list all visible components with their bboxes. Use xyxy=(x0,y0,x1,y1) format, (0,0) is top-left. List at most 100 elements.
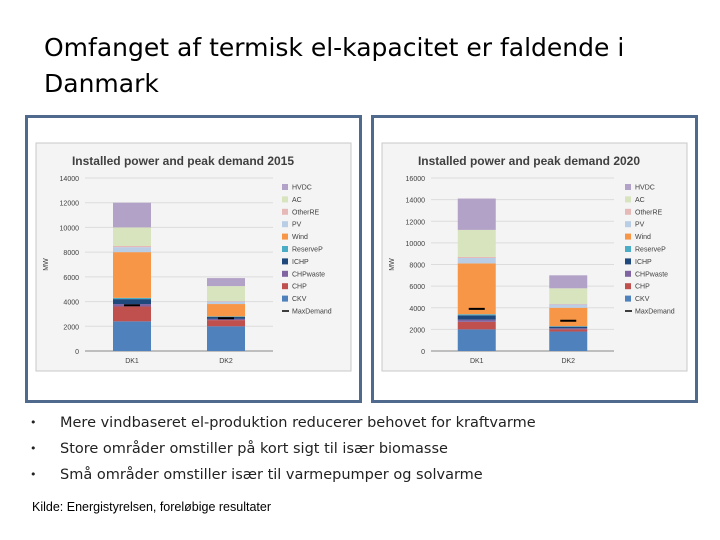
y-axis-label: MW xyxy=(389,258,396,271)
legend-label: CKV xyxy=(635,296,650,303)
bullet-item: • Store områder omstiller på kort sigt ti… xyxy=(28,436,708,462)
chart-title: Installed power and peak demand 2015 xyxy=(72,154,294,168)
bar-segment-chp xyxy=(457,321,496,330)
legend-label: ReserveP xyxy=(635,247,666,254)
legend-swatch xyxy=(625,270,631,277)
bar-segment-chpwaste xyxy=(457,319,496,322)
bar-segment-ichp xyxy=(113,299,151,305)
bullet-dot: • xyxy=(30,442,37,455)
bar-segment-wind xyxy=(457,263,496,315)
bar-segment-otherre xyxy=(113,245,151,248)
y-tick-label: 8000 xyxy=(63,250,79,257)
legend-swatch xyxy=(625,233,631,240)
legend-swatch xyxy=(282,184,288,190)
bullet-text: Små områder omstiller især til varmepump… xyxy=(60,467,483,483)
legend-label: Wind xyxy=(292,234,308,241)
bar-segment-hvdc xyxy=(457,198,496,230)
chart-frame-2020: Installed power and peak demand 2020 0 200… xyxy=(371,115,698,403)
bar-segment-pv xyxy=(457,258,496,264)
legend-label: MaxDemand xyxy=(635,309,675,316)
legend-label: Wind xyxy=(635,234,651,241)
y-tick-label: 16000 xyxy=(406,176,426,183)
y-tick-label: 6000 xyxy=(409,284,425,291)
legend-swatch xyxy=(625,283,631,290)
bar-segment-pv xyxy=(549,304,588,308)
legend-swatch xyxy=(625,295,631,302)
bullet-list: • Mere vindbaseret el-produktion reducere… xyxy=(28,410,708,488)
legend-swatch xyxy=(625,196,631,203)
bullet-text: Store områder omstiller på kort sigt til… xyxy=(60,441,448,457)
chart-panel xyxy=(35,142,352,372)
bar-segment-chpwaste xyxy=(207,318,245,321)
bar-segment-reservep xyxy=(113,297,151,300)
legend-swatch xyxy=(282,221,288,228)
bar-segment-ac xyxy=(549,288,588,304)
y-tick-label: 12000 xyxy=(60,201,80,208)
y-tick-label: 6000 xyxy=(63,275,79,282)
legend-label: CHP xyxy=(635,284,650,291)
bar-segment-pv xyxy=(113,247,151,253)
source-note: Kilde: Energistyrelsen, foreløbige resul… xyxy=(32,500,272,514)
bullet-item: • Små områder omstiller især til varmepum… xyxy=(28,462,708,488)
bar-segment-ac xyxy=(457,229,496,257)
legend-label: CHP xyxy=(292,284,307,291)
bar-segment-ckv xyxy=(207,326,245,351)
bar-segment-ichp xyxy=(549,326,588,329)
y-axis-label: MW xyxy=(43,258,50,271)
legend-label: ICHP xyxy=(292,259,309,266)
legend-label: PV xyxy=(635,222,645,229)
bar-segment-chpwaste xyxy=(549,328,588,330)
x-tick-label: DK1 xyxy=(125,358,139,365)
legend-label: CHPwaste xyxy=(292,271,325,278)
bar-segment-ckv xyxy=(549,331,588,351)
chart-panel xyxy=(381,142,688,372)
legend-swatch xyxy=(282,233,288,240)
y-tick-label: 10000 xyxy=(406,241,426,248)
y-tick-label: 2000 xyxy=(63,324,79,331)
bar-segment-ac xyxy=(113,227,151,246)
legend-swatch xyxy=(282,295,288,302)
bar-segment-reservep xyxy=(457,314,496,316)
bar-segment-hvdc xyxy=(113,202,151,228)
y-tick-label: 0 xyxy=(75,349,79,356)
legend-swatch xyxy=(282,208,288,215)
legend-label: OtherRE xyxy=(292,209,320,216)
y-tick-label: 0 xyxy=(421,349,425,356)
bar-segment-otherre xyxy=(549,303,588,305)
legend-swatch xyxy=(282,246,288,252)
bar-segment-chp xyxy=(113,306,151,322)
legend-label: HVDC xyxy=(635,185,655,192)
legend-label: AC xyxy=(292,197,302,204)
bar-segment-chp xyxy=(207,320,245,327)
bar-segment-otherre xyxy=(457,256,496,259)
bullet-text: Mere vindbaseret el-produktion reducerer… xyxy=(60,415,536,431)
legend-swatch xyxy=(625,258,631,265)
legend-label: AC xyxy=(635,197,645,204)
y-tick-label: 14000 xyxy=(60,176,80,183)
legend-swatch xyxy=(625,246,631,252)
bar-segment-ckv xyxy=(457,329,496,351)
legend-label: HVDC xyxy=(292,185,312,192)
legend-label: OtherRE xyxy=(635,209,663,216)
legend-label: MaxDemand xyxy=(292,309,332,316)
bar-segment-pv xyxy=(207,301,245,305)
bar-segment-hvdc xyxy=(207,278,245,287)
bar-segment-otherre xyxy=(207,300,245,302)
bar-segment-wind xyxy=(549,307,588,327)
legend-swatch xyxy=(625,184,631,190)
bullet-dot: • xyxy=(30,416,37,429)
x-tick-label: DK1 xyxy=(470,358,484,365)
bar-segment-reservep xyxy=(549,326,588,327)
y-tick-label: 4000 xyxy=(409,306,425,313)
y-tick-label: 8000 xyxy=(409,263,425,270)
legend-label: CKV xyxy=(292,296,307,303)
legend-label: CHPwaste xyxy=(635,271,668,278)
legend-swatch xyxy=(282,270,288,277)
legend-swatch xyxy=(282,258,288,265)
bar-segment-reservep xyxy=(207,316,245,318)
slide-title: Omfanget af termisk el-kapacitet er fald… xyxy=(44,33,625,98)
chart-frame-2015: Installed power and peak demand 2015 0 200… xyxy=(25,115,362,403)
chart-2015: Installed power and peak demand 2015 0 200… xyxy=(35,142,352,372)
x-tick-label: DK2 xyxy=(219,358,233,365)
y-tick-label: 2000 xyxy=(409,327,425,334)
